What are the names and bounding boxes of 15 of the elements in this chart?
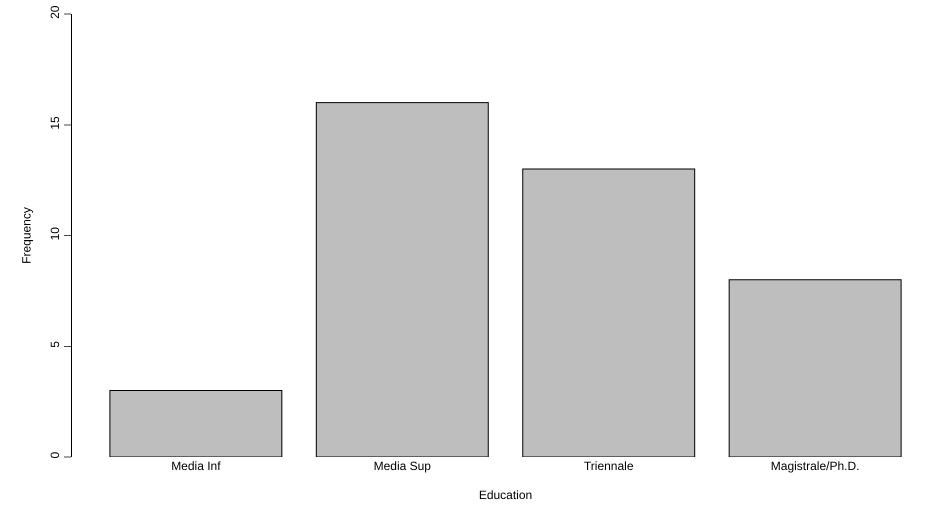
bar — [109, 390, 282, 457]
bar — [728, 279, 902, 457]
x-axis-title: Education — [478, 488, 532, 502]
y-tick-label: 15 — [48, 116, 62, 130]
y-tick-label: 0 — [48, 452, 62, 459]
y-axis-title: Frequency — [20, 207, 34, 264]
bar — [316, 102, 489, 457]
bar — [522, 168, 696, 457]
x-tick-label: Media Sup — [374, 459, 432, 473]
x-tick-label: Magistrale/Ph.D. — [770, 459, 860, 473]
y-tick-label: 5 — [48, 340, 62, 348]
y-tick-label: 20 — [48, 5, 62, 19]
x-tick-label: Triennale — [584, 459, 634, 473]
x-tick-label: Media Inf — [171, 459, 222, 473]
y-tick-label: 10 — [48, 226, 62, 240]
